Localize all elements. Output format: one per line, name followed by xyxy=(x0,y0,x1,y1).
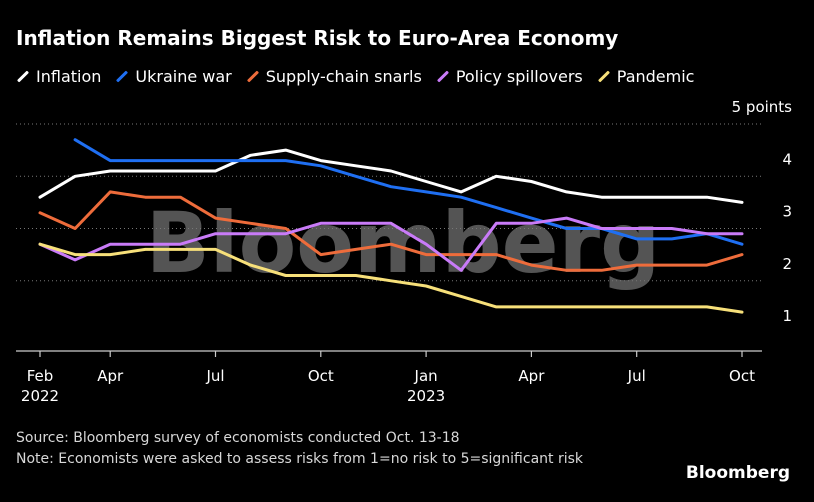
y-axis-labels: 1 2 3 4 5 points xyxy=(732,98,793,325)
series-line-pandemic xyxy=(38,242,744,314)
source-text: Source: Bloomberg survey of economists c… xyxy=(16,430,460,446)
x-tick-year-label: 2022 xyxy=(21,387,59,405)
legend-item-policy-spillovers: Policy spillovers xyxy=(436,67,583,86)
legend-item-ukraine-war: Ukraine war xyxy=(115,67,232,86)
bloomberg-logo: Bloomberg xyxy=(685,463,790,483)
series-lines xyxy=(38,138,744,314)
x-tick-label: Apr xyxy=(518,367,545,385)
x-axis xyxy=(16,350,762,357)
series-line-inflation xyxy=(38,148,744,204)
legend: Inflation Ukraine war Supply-chain snarls P… xyxy=(16,67,694,86)
x-tick-year-label: 2023 xyxy=(407,387,445,405)
legend-item-pandemic: Pandemic xyxy=(597,67,695,86)
watermark: Bloomberg xyxy=(146,194,660,292)
x-tick-label: Oct xyxy=(729,367,755,385)
x-tick-label: Jul xyxy=(627,367,646,385)
x-tick-label: Jan xyxy=(414,367,438,385)
series-line-ukraine-war xyxy=(73,138,744,246)
x-tick-label: Apr xyxy=(97,367,124,385)
series-line-policy-spillovers xyxy=(38,216,744,272)
x-tick-label: Oct xyxy=(308,367,334,385)
y-tick-label: 5 points xyxy=(732,98,793,116)
x-axis-labels: Feb 2022 Apr Jul Oct Jan 2023 Apr Jul Oct xyxy=(21,367,755,405)
legend-label: Ukraine war xyxy=(135,67,232,86)
x-tick-label: Feb xyxy=(27,367,54,385)
legend-label: Pandemic xyxy=(616,67,695,86)
note-text: Note: Economists were asked to assess ri… xyxy=(16,451,584,467)
line-chart: Bloomberg 1 2 3 4 5 points Feb 2022 Apr Jul Oct J… xyxy=(16,98,793,405)
legend-item-supply-chain-snarls: Supply-chain snarls xyxy=(246,67,422,86)
chart-title: Inflation Remains Biggest Risk to Euro-A… xyxy=(16,26,619,50)
legend-label: Inflation xyxy=(36,67,102,86)
y-tick-label: 3 xyxy=(782,203,792,221)
series-line-supply-chain-snarls xyxy=(38,190,744,272)
y-tick-label: 1 xyxy=(782,307,792,325)
x-tick-label: Jul xyxy=(205,367,224,385)
legend-label: Supply-chain snarls xyxy=(265,67,422,86)
legend-label: Policy spillovers xyxy=(455,67,583,86)
y-tick-label: 4 xyxy=(782,150,792,168)
y-tick-label: 2 xyxy=(782,255,792,273)
legend-item-inflation: Inflation xyxy=(16,67,101,86)
